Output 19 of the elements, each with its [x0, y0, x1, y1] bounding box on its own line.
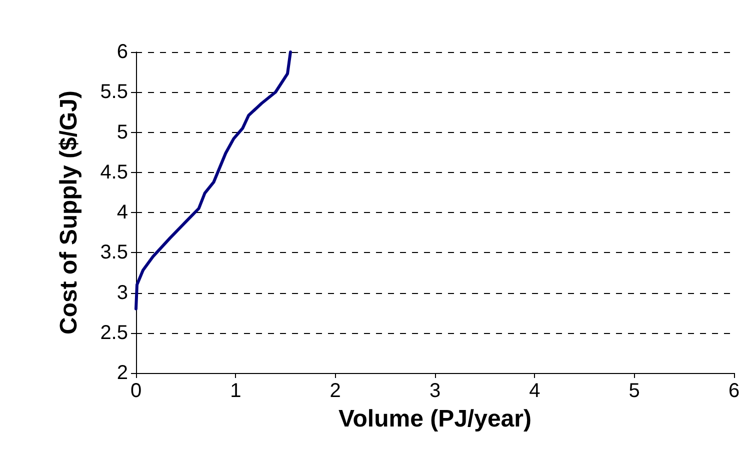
x-tick-label: 2 [330, 380, 341, 402]
y-axis-title: Cost of Supply ($/GJ) [56, 90, 82, 335]
y-tick-label: 4 [116, 202, 128, 224]
line-series [134, 50, 292, 310]
x-tick-label: 0 [130, 380, 142, 402]
y-tick-label: 6 [116, 41, 128, 63]
y-tick-label: 4.5 [100, 161, 128, 184]
x-tick-label: 6 [728, 380, 740, 402]
x-tick-label: 1 [230, 380, 242, 402]
y-tick-label: 2 [116, 362, 128, 384]
y-tick-label: 5 [116, 121, 128, 144]
y-tick-label: 5.5 [100, 81, 128, 104]
x-tick-label: 4 [529, 380, 540, 402]
x-tick-label: 5 [628, 380, 640, 402]
y-tick-label: 2.5 [100, 322, 128, 344]
y-tick-label: 3.5 [100, 242, 128, 264]
y-tick-label: 3 [116, 282, 128, 304]
x-axis-title: Volume (PJ/year) [338, 406, 532, 432]
x-tick-label: 3 [429, 380, 441, 402]
